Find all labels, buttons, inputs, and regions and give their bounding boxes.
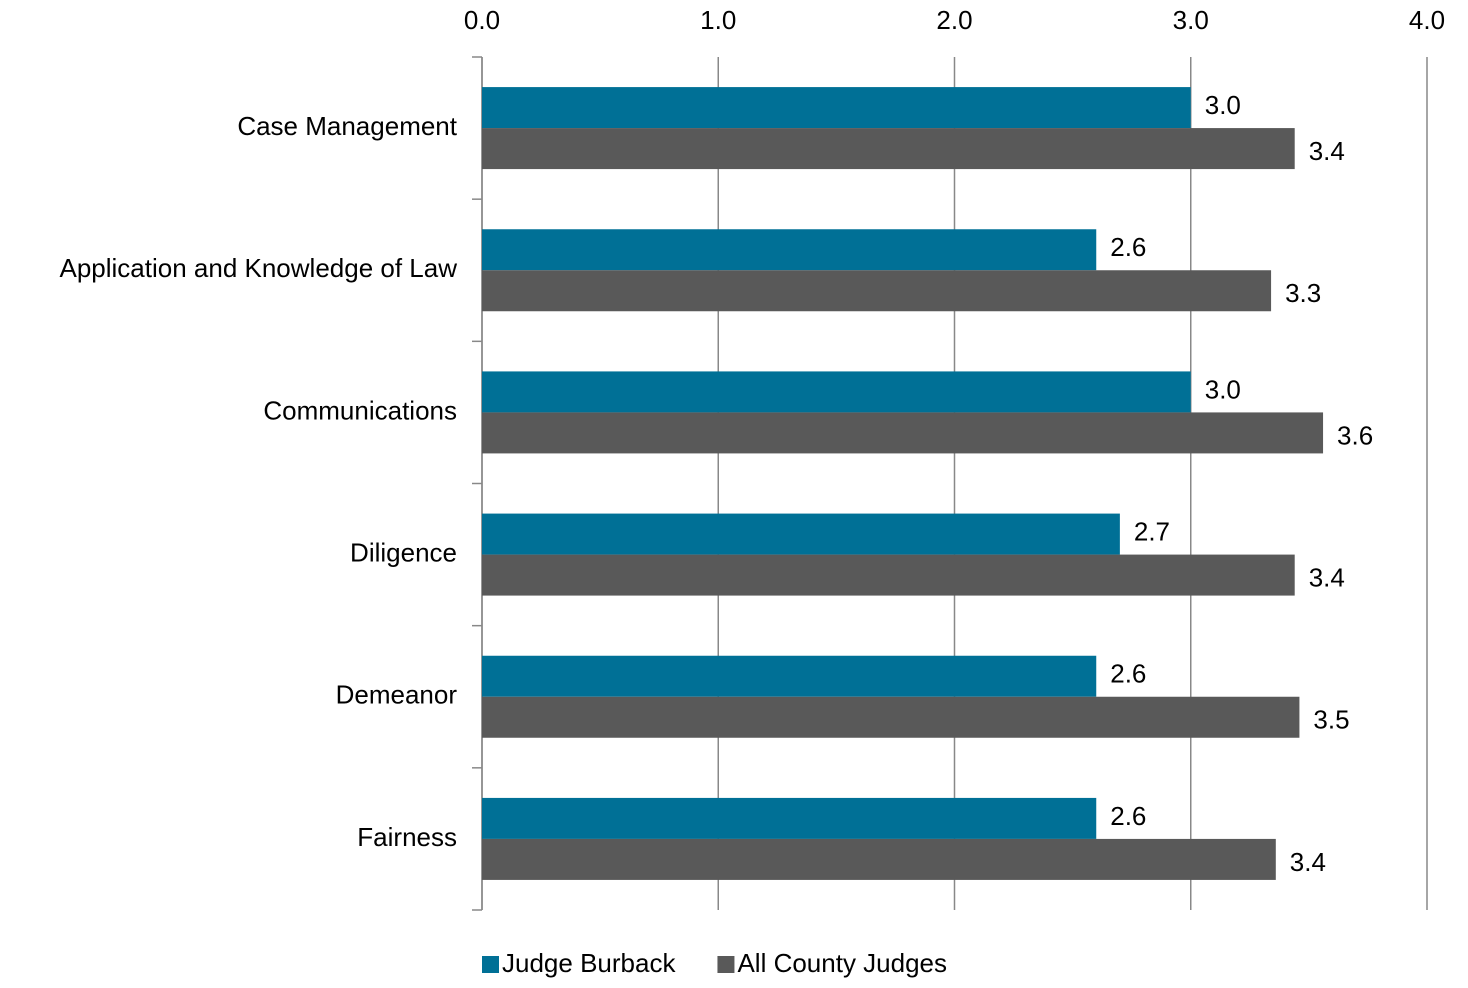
y-tick-label: Application and Knowledge of Law (59, 253, 457, 283)
bar (482, 87, 1191, 129)
bar (482, 229, 1097, 271)
y-tick-label: Diligence (350, 537, 457, 567)
legend-swatch (717, 956, 735, 973)
data-label: 3.0 (1205, 374, 1241, 404)
label-bg (1104, 657, 1167, 696)
bar (482, 128, 1295, 170)
bar (482, 513, 1120, 555)
label-bg (1127, 515, 1190, 554)
bar (482, 696, 1300, 738)
x-tick-label: 2.0 (936, 5, 972, 35)
data-label: 3.4 (1309, 562, 1345, 592)
bar (482, 797, 1097, 839)
data-label: 2.6 (1110, 801, 1146, 831)
y-tick-label: Case Management (237, 111, 457, 141)
bar (482, 270, 1272, 312)
y-tick-label: Communications (263, 395, 457, 425)
x-tick-label: 3.0 (1173, 5, 1209, 35)
y-tick-label: Fairness (357, 822, 457, 852)
bar (482, 838, 1276, 880)
legend-label: Judge Burback (502, 948, 676, 978)
x-tick-label: 0.0 (464, 5, 500, 35)
data-label: 3.3 (1285, 278, 1321, 308)
bar (482, 412, 1324, 454)
label-bg (1104, 799, 1167, 838)
data-label: 3.4 (1309, 136, 1345, 166)
data-label: 2.6 (1110, 659, 1146, 689)
data-label: 3.5 (1313, 705, 1349, 735)
data-label: 2.7 (1134, 516, 1170, 546)
bar (482, 554, 1295, 596)
y-tick-label: Demeanor (336, 680, 458, 710)
label-bg (1104, 231, 1167, 270)
x-tick-label: 1.0 (700, 5, 736, 35)
data-label: 2.6 (1110, 232, 1146, 262)
x-tick-label: 4.0 (1409, 5, 1445, 35)
label-bg (1198, 89, 1261, 128)
bar (482, 655, 1097, 697)
data-label: 3.6 (1337, 420, 1373, 450)
label-bg (1198, 373, 1261, 412)
bar (482, 371, 1191, 413)
legend-label: All County Judges (737, 948, 947, 978)
data-label: 3.0 (1205, 90, 1241, 120)
data-label: 3.4 (1290, 847, 1326, 877)
legend-swatch (482, 956, 499, 973)
